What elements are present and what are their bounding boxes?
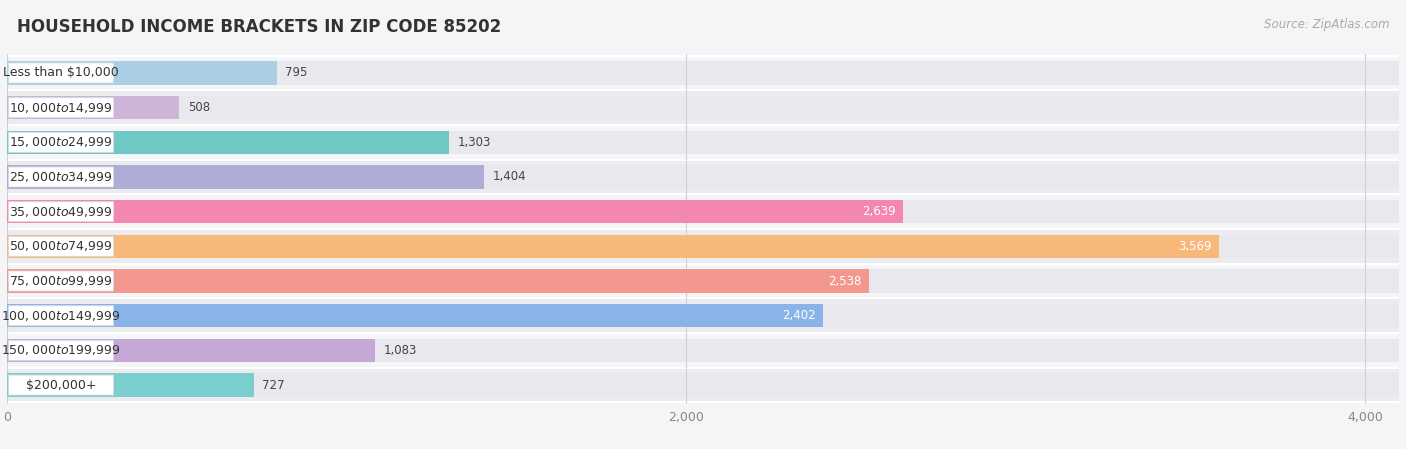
Bar <box>7 368 1399 402</box>
Bar <box>7 304 1399 327</box>
Text: 1,083: 1,083 <box>384 344 416 357</box>
Bar <box>7 269 869 293</box>
Bar <box>7 56 1399 90</box>
Bar <box>7 61 1399 85</box>
Bar <box>7 96 180 119</box>
Bar <box>7 333 1399 368</box>
Bar <box>7 165 1399 189</box>
Text: 2,639: 2,639 <box>862 205 896 218</box>
Bar <box>7 61 277 85</box>
Bar <box>7 160 1399 194</box>
Bar <box>7 373 254 397</box>
Text: $35,000 to $49,999: $35,000 to $49,999 <box>10 205 112 219</box>
Text: Less than $10,000: Less than $10,000 <box>3 66 120 79</box>
Text: $150,000 to $199,999: $150,000 to $199,999 <box>1 343 121 357</box>
Text: $15,000 to $24,999: $15,000 to $24,999 <box>10 135 112 150</box>
Text: $75,000 to $99,999: $75,000 to $99,999 <box>10 274 112 288</box>
Text: $100,000 to $149,999: $100,000 to $149,999 <box>1 308 121 323</box>
Bar <box>7 131 450 154</box>
FancyBboxPatch shape <box>8 340 114 361</box>
Bar <box>7 96 1399 119</box>
Text: $50,000 to $74,999: $50,000 to $74,999 <box>10 239 112 253</box>
Bar <box>7 234 1219 258</box>
Bar <box>7 194 1399 229</box>
Bar <box>7 125 1399 160</box>
Bar <box>7 339 1399 362</box>
Text: 1,404: 1,404 <box>492 171 526 184</box>
Bar <box>7 373 1399 397</box>
FancyBboxPatch shape <box>8 306 114 326</box>
FancyBboxPatch shape <box>8 202 114 222</box>
Bar <box>7 200 903 224</box>
Text: 795: 795 <box>285 66 308 79</box>
FancyBboxPatch shape <box>8 63 114 83</box>
Bar <box>7 234 1399 258</box>
Bar <box>7 264 1399 298</box>
Bar <box>7 131 1399 154</box>
Text: $10,000 to $14,999: $10,000 to $14,999 <box>10 101 112 114</box>
FancyBboxPatch shape <box>8 132 114 152</box>
Bar <box>7 339 375 362</box>
Bar <box>7 165 484 189</box>
Text: 1,303: 1,303 <box>458 136 491 149</box>
Bar <box>7 304 823 327</box>
Bar <box>7 298 1399 333</box>
Text: 3,569: 3,569 <box>1178 240 1212 253</box>
Bar <box>7 229 1399 264</box>
Bar <box>7 90 1399 125</box>
Text: Source: ZipAtlas.com: Source: ZipAtlas.com <box>1264 18 1389 31</box>
Text: 2,538: 2,538 <box>828 274 862 287</box>
Text: 508: 508 <box>188 101 209 114</box>
FancyBboxPatch shape <box>8 236 114 256</box>
FancyBboxPatch shape <box>8 167 114 187</box>
FancyBboxPatch shape <box>8 97 114 118</box>
Bar <box>7 269 1399 293</box>
Text: 727: 727 <box>263 379 285 392</box>
Bar <box>7 200 1399 224</box>
FancyBboxPatch shape <box>8 375 114 395</box>
Text: $25,000 to $34,999: $25,000 to $34,999 <box>10 170 112 184</box>
Text: 2,402: 2,402 <box>782 309 815 322</box>
Text: $200,000+: $200,000+ <box>25 379 96 392</box>
Text: HOUSEHOLD INCOME BRACKETS IN ZIP CODE 85202: HOUSEHOLD INCOME BRACKETS IN ZIP CODE 85… <box>17 18 501 36</box>
FancyBboxPatch shape <box>8 271 114 291</box>
